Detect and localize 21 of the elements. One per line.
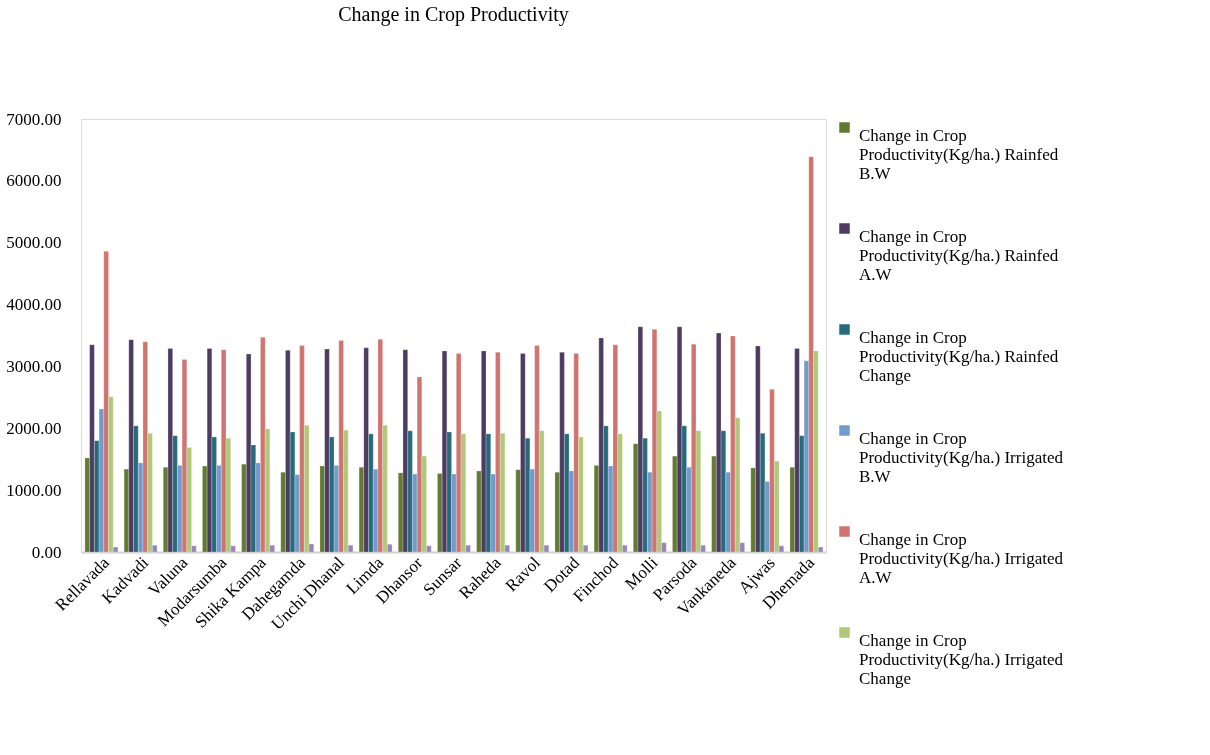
legend-label: Change in Crop Productivity(Kg/ha.) Irrigated A.W [859,529,1064,587]
legend-label: Change in Crop Productivity(Kg/ha.) Irrigated Change [859,630,1064,688]
y-tick-label: 5000.00 [6,233,62,253]
bar [181,359,188,553]
y-tick-label: 1000.00 [6,480,62,500]
y-tick-label: 3000.00 [6,356,62,376]
bar [676,326,683,553]
bar [651,329,658,553]
y-tick-label: 7000.00 [6,109,62,129]
bar [441,350,448,553]
y-tick-label: 0.00 [31,542,62,562]
bar [206,348,213,553]
chart-title: Change in Crop Productivity [338,3,569,26]
legend-label: Change in Crop Productivity(Kg/ha.) Rainfed Change [859,327,1059,385]
legend-label: Change in Crop Productivity(Kg/ha.) Rainfed A.W [859,226,1059,284]
legend-label: Change in Crop Productivity(Kg/ha.) Rainfed B.W [859,125,1059,183]
legend-label: Change in Crop Productivity(Kg/ha.) Irrigated B.W [859,428,1064,486]
bar [416,376,423,553]
y-tick-label: 2000.00 [6,418,62,438]
y-tick-label: 4000.00 [6,295,62,315]
y-tick-label: 6000.00 [6,171,62,191]
